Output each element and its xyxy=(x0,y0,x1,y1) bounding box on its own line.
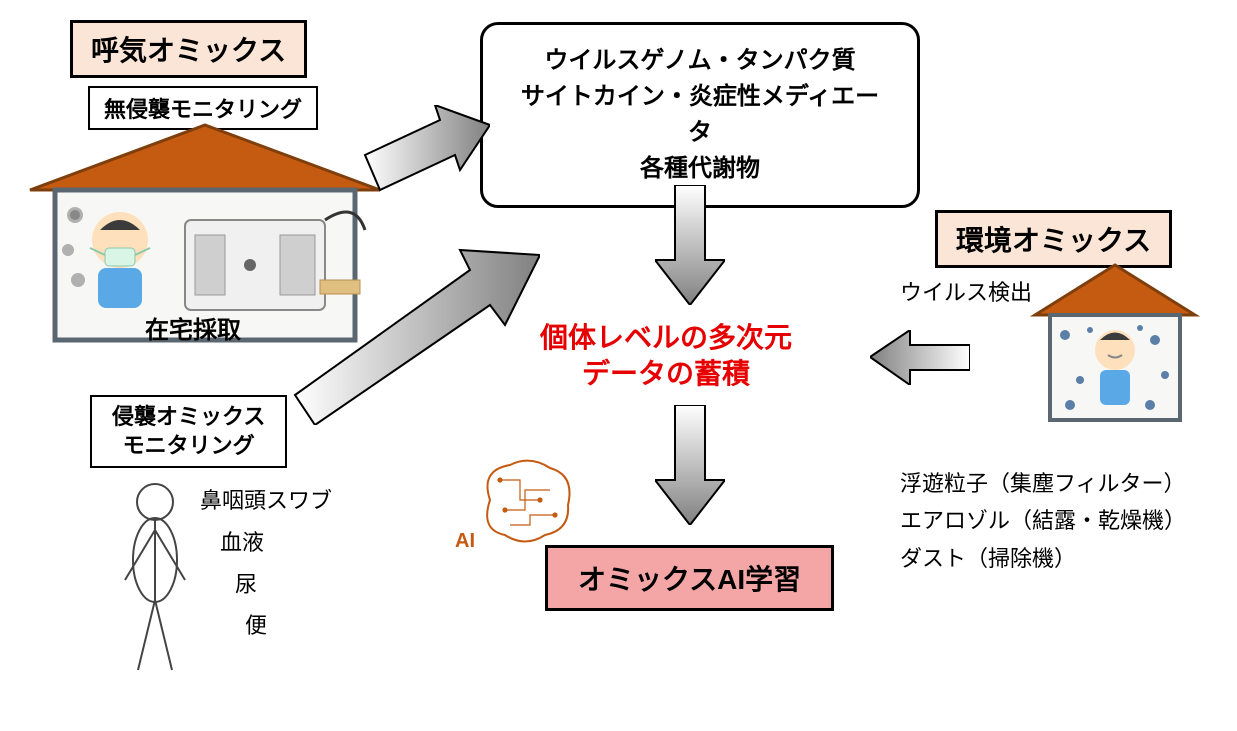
breath-omics-title: 呼気オミックス xyxy=(70,20,307,78)
arrow-center-to-result xyxy=(655,405,725,525)
invasive-line1: 侵襲オミックス xyxy=(112,403,265,432)
invasive-item-4: 便 xyxy=(200,605,332,647)
env-list: 浮遊粒子（集塵フィルター） エアロゾル（結露・乾燥機） ダスト（掃除機） xyxy=(900,465,1186,577)
center-line2: データの蓄積 xyxy=(540,356,792,392)
arrow-env-to-center xyxy=(870,330,970,385)
body-figure-icon xyxy=(110,480,200,680)
analysis-line1: ウイルスゲノム・タンパク質 xyxy=(511,43,889,79)
arrow-analysis-to-center xyxy=(655,185,725,305)
ai-brain-icon xyxy=(470,450,580,550)
env-item-3: ダスト（掃除機） xyxy=(900,540,1186,577)
analysis-line2: サイトカイン・炎症性メディエータ xyxy=(511,79,889,151)
analysis-line3: 各種代謝物 xyxy=(511,151,889,187)
house-env-icon xyxy=(1030,260,1200,430)
arrow-breath-to-analysis xyxy=(360,105,490,195)
arrow-invasive-to-center xyxy=(290,235,540,425)
invasive-title: 侵襲オミックス モニタリング xyxy=(90,395,287,468)
center-text: 個体レベルの多次元 データの蓄積 xyxy=(540,320,792,393)
result-box: オミックスAI学習 xyxy=(545,545,834,611)
env-item-1: 浮遊粒子（集塵フィルター） xyxy=(900,465,1186,502)
env-item-2: エアロゾル（結露・乾燥機） xyxy=(900,502,1186,539)
invasive-list: 鼻咽頭スワブ 血液 尿 便 xyxy=(200,480,332,647)
ai-label: AI xyxy=(455,530,475,553)
home-sampling-label: 在宅採取 xyxy=(145,310,241,345)
invasive-item-1: 鼻咽頭スワブ xyxy=(200,480,332,522)
env-omics-subtitle: ウイルス検出 xyxy=(900,275,1032,307)
center-line1: 個体レベルの多次元 xyxy=(540,320,792,356)
analysis-box: ウイルスゲノム・タンパク質 サイトカイン・炎症性メディエータ 各種代謝物 xyxy=(480,22,920,208)
invasive-line2: モニタリング xyxy=(112,432,265,461)
invasive-item-3: 尿 xyxy=(200,564,332,606)
invasive-item-2: 血液 xyxy=(200,522,332,564)
